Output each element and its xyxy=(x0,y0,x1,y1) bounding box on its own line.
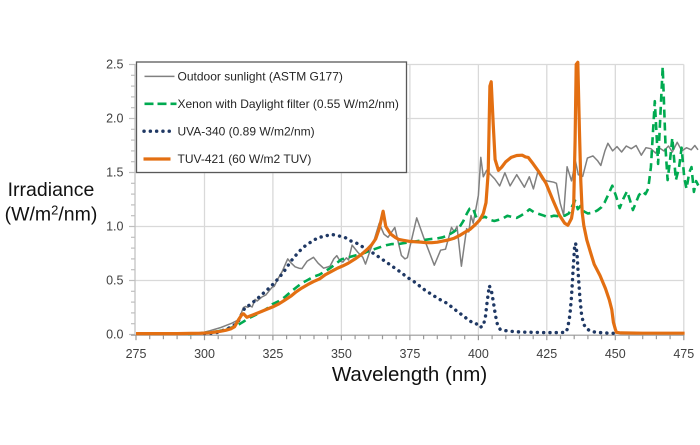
svg-text:350: 350 xyxy=(331,347,352,361)
svg-text:TUV-421 (60 W/m2 TUV): TUV-421 (60 W/m2 TUV) xyxy=(178,152,312,166)
svg-text:1.0: 1.0 xyxy=(106,220,123,234)
svg-text:475: 475 xyxy=(673,347,694,361)
svg-text:375: 375 xyxy=(399,347,420,361)
svg-text:300: 300 xyxy=(194,347,215,361)
svg-text:2.0: 2.0 xyxy=(106,112,123,126)
svg-text:325: 325 xyxy=(262,347,283,361)
svg-text:Irradiance: Irradiance xyxy=(8,179,95,201)
svg-text:Outdoor sunlight (ASTM G177): Outdoor sunlight (ASTM G177) xyxy=(178,70,343,84)
svg-text:400: 400 xyxy=(468,347,489,361)
svg-text:Wavelength (nm): Wavelength (nm) xyxy=(332,363,487,386)
svg-text:425: 425 xyxy=(536,347,557,361)
svg-text:0.5: 0.5 xyxy=(106,274,123,288)
svg-text:1.5: 1.5 xyxy=(106,166,123,180)
svg-text:275: 275 xyxy=(126,347,147,361)
svg-text:(W/m2/nm): (W/m2/nm) xyxy=(5,203,98,226)
svg-text:Xenon with Daylight filter (0.: Xenon with Daylight filter (0.55 W/m2/nm… xyxy=(178,97,399,111)
svg-text:0.0: 0.0 xyxy=(106,328,123,342)
svg-text:2.5: 2.5 xyxy=(106,58,123,72)
svg-text:450: 450 xyxy=(605,347,626,361)
svg-text:UVA-340 (0.89 W/m2/nm): UVA-340 (0.89 W/m2/nm) xyxy=(178,124,315,138)
